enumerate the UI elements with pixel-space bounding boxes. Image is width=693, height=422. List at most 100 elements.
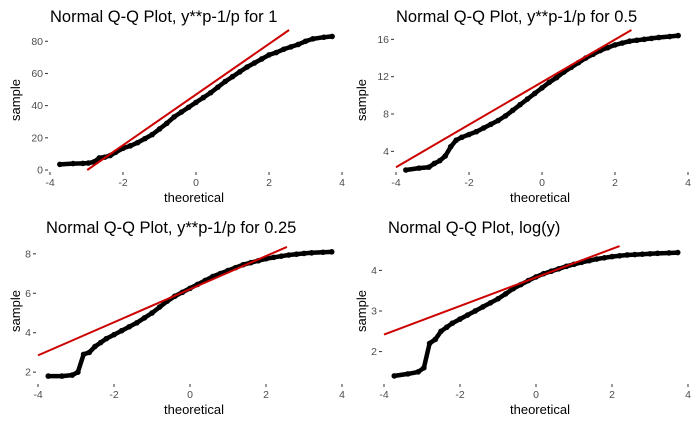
panel-4-point-1 <box>405 371 411 377</box>
panel-1-point-13 <box>149 131 155 138</box>
panel-2-point-28 <box>604 44 611 51</box>
panel-2-y-tick-0: 4 <box>383 146 389 158</box>
panel-4-point-5 <box>432 336 439 343</box>
panel-1-x-tick-3: 2 <box>266 177 272 189</box>
panel-1-point-33 <box>295 41 302 48</box>
panel-3-x-tick-4: 4 <box>339 389 345 401</box>
panel-4-point-32 <box>632 251 638 258</box>
panel-4-reference-line <box>383 245 620 336</box>
panel-2-point-9 <box>466 131 472 138</box>
panel-3-y-tick-0: 2 <box>25 367 31 379</box>
panel-2-point-21 <box>553 74 560 81</box>
panel-2-x-tick-1: -2 <box>464 177 473 189</box>
panel-1-point-21 <box>207 89 214 96</box>
panel-3-point-6 <box>92 343 98 350</box>
panel-4-point-11 <box>472 308 479 314</box>
panel-4-x-tick-1: -2 <box>455 389 464 401</box>
panel-1-y-tick-2: 40 <box>31 100 43 112</box>
panel-4-xlabel: theoretical <box>510 402 570 417</box>
panel-1-point-35 <box>310 36 316 42</box>
panel-1-point-31 <box>280 46 287 53</box>
panel-1-point-23 <box>222 78 228 85</box>
panel-2-point-30 <box>619 40 626 46</box>
panel-3-point-31 <box>278 253 285 259</box>
panel-2-point-20 <box>546 79 553 86</box>
panel-3-point-15 <box>156 304 163 310</box>
panel-2-point-10 <box>473 128 480 135</box>
panel-3-point-37 <box>328 249 335 255</box>
panel-4-x-tick-0: -4 <box>379 389 388 401</box>
panel-4-ylabel: sample <box>354 290 369 332</box>
panel-1-point-30 <box>273 49 280 56</box>
panel-1-point-14 <box>156 126 163 132</box>
panel-2-point-5 <box>442 153 449 159</box>
panel-3-point-14 <box>149 310 155 316</box>
panel-1-point-37 <box>329 33 335 40</box>
panel-3-title: Normal Q-Q Plot, y**p-1/p for 0.25 <box>46 219 296 237</box>
panel-1-x-tick-0: -4 <box>45 177 54 189</box>
panel-2-title: Normal Q-Q Plot, y**p-1/p for 0.5 <box>396 8 637 26</box>
panel-3-point-36 <box>320 249 326 256</box>
panel-1-point-12 <box>142 135 148 142</box>
panel-4-point-13 <box>487 300 494 306</box>
panel-1-point-1 <box>70 160 76 167</box>
panel-4-point-10 <box>464 312 471 318</box>
panel-1-ylabel: sample <box>8 79 23 121</box>
panel-3-point-8 <box>103 335 110 342</box>
panel-1-point-34 <box>302 38 309 45</box>
panel-2-point-31 <box>626 38 633 44</box>
panel-2-point-18 <box>531 90 538 97</box>
panel-2-point-33 <box>641 36 647 43</box>
panel-3-point-7 <box>97 339 104 346</box>
panel-1-point-29 <box>266 52 272 58</box>
panel-1: Normal Q-Q Plot, y**p-1/p for 1 theoreti… <box>8 8 345 205</box>
panel-1-point-25 <box>237 69 243 75</box>
panel-3-ylabel: sample <box>8 290 23 332</box>
panel-3-x-tick-0: -4 <box>33 389 42 401</box>
panel-3-point-5 <box>86 349 93 356</box>
panel-3-point-10 <box>118 327 125 334</box>
panel-3-x-tick-2: 0 <box>187 389 193 401</box>
panel-1-point-0 <box>57 161 63 168</box>
panel-2-y-tick-2: 12 <box>377 71 389 83</box>
panel-4-point-6 <box>438 328 444 335</box>
panel-4-y-tick-1: 3 <box>371 305 377 317</box>
panel-2-point-13 <box>495 117 502 124</box>
panel-2-point-19 <box>539 85 545 91</box>
panel-2-point-8 <box>458 134 465 141</box>
panel-4-x-tick-2: 0 <box>533 389 539 401</box>
panel-1-point-27 <box>251 60 258 66</box>
panel-4-x-tick-3: 2 <box>609 389 615 401</box>
panel-1-point-5 <box>96 155 103 161</box>
panel-3-x-tick-3: 2 <box>263 389 269 401</box>
panel-1-reference-line <box>86 29 290 171</box>
panel-1-point-2 <box>80 160 86 167</box>
panel-1-point-22 <box>215 84 221 90</box>
panel-4-point-15 <box>502 291 509 297</box>
panel-2-point-6 <box>447 143 454 150</box>
panel-1-y-tick-4: 80 <box>31 36 43 48</box>
panel-3-point-1 <box>59 373 65 379</box>
panel-4-point-35 <box>654 250 661 257</box>
panel-4-point-31 <box>624 252 630 258</box>
panel-3-point-0 <box>45 373 52 379</box>
panel-4-point-0 <box>391 373 398 379</box>
panel-3-point-12 <box>134 320 140 326</box>
panel-1-point-28 <box>258 56 265 62</box>
panel-2-point-12 <box>488 121 494 128</box>
panel-4-point-9 <box>457 316 463 322</box>
panel-3-point-3 <box>75 369 81 375</box>
panel-2-x-tick-2: 0 <box>539 177 545 189</box>
panel-1-xlabel: theoretical <box>164 190 224 205</box>
panel-2-point-32 <box>634 37 640 44</box>
panel-2: Normal Q-Q Plot, y**p-1/p for 0.5 theore… <box>354 8 691 205</box>
panel-2-point-7 <box>453 137 460 143</box>
panel-2-point-11 <box>480 125 487 131</box>
panel-4-point-36 <box>666 250 672 256</box>
panel-1-title: Normal Q-Q Plot, y**p-1/p for 1 <box>50 8 277 26</box>
panel-2-point-17 <box>524 96 531 102</box>
panel-4-point-27 <box>594 256 600 262</box>
panel-1-point-36 <box>320 34 327 41</box>
panel-4-point-14 <box>495 296 501 302</box>
panel-4-y-tick-2: 4 <box>371 265 377 277</box>
